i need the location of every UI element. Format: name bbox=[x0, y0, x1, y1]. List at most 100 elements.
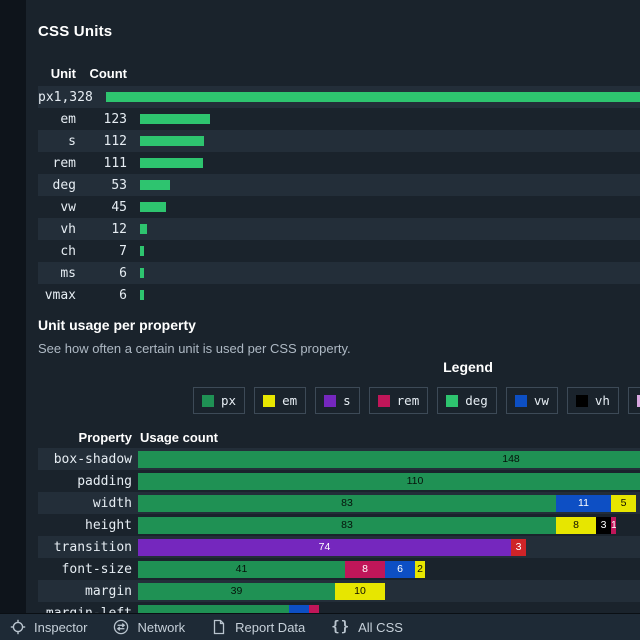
property-column-header: Property bbox=[78, 430, 132, 445]
count-cell: 112 bbox=[103, 133, 127, 149]
section-subtitle: See how often a certain unit is used per… bbox=[38, 341, 351, 356]
toolbar-item-label: Network bbox=[137, 619, 186, 635]
property-table-row: height 83 8 3 1 bbox=[38, 514, 640, 536]
count-cell: 123 bbox=[103, 111, 127, 127]
bar-segment-vw: 6 bbox=[385, 560, 415, 578]
legend-unit-label: vh bbox=[594, 393, 610, 408]
legend-color-swatch-icon bbox=[377, 394, 390, 407]
property-table-row: font-size 41 8 6 2 bbox=[38, 558, 640, 580]
unit-count-bar bbox=[140, 180, 170, 190]
count-cell: 53 bbox=[111, 177, 127, 193]
unit-table-row: em 123 bbox=[38, 108, 640, 130]
legend-color-swatch-icon bbox=[263, 394, 276, 407]
bar-segment-em: 5 bbox=[611, 494, 636, 512]
legend-unit-label: vw bbox=[533, 393, 549, 408]
unit-table-row: rem 111 bbox=[38, 152, 640, 174]
count-cell: 6 bbox=[119, 265, 127, 281]
legend-color-swatch-icon bbox=[636, 394, 640, 407]
unit-count-bar bbox=[140, 268, 144, 278]
legend-color-swatch-icon bbox=[202, 394, 214, 407]
toolbar-item-report-data[interactable]: Report Data bbox=[211, 619, 305, 635]
toolbar-item-label: Report Data bbox=[235, 619, 306, 635]
legend-color-swatch-icon bbox=[575, 394, 588, 407]
unit-count-bar bbox=[105, 92, 640, 102]
legend-unit-label: deg bbox=[465, 393, 488, 408]
bar-segment-rem: 1 bbox=[611, 516, 616, 534]
unit-cell: vmax bbox=[44, 287, 76, 303]
usage-count-column-header: Usage count bbox=[140, 430, 219, 445]
legend-unit-label: em bbox=[282, 393, 298, 408]
unit-column-header: Unit bbox=[50, 66, 76, 81]
count-cell: 1,328 bbox=[53, 89, 93, 105]
legend-title: Legend bbox=[443, 359, 493, 375]
css-braces-icon: {} bbox=[331, 619, 351, 635]
property-name-cell: height bbox=[85, 517, 132, 533]
unit-count-bar bbox=[140, 114, 210, 124]
legend-item[interactable]: rem bbox=[368, 387, 429, 414]
stacked-usage-bar: 41 8 6 2 bbox=[138, 560, 425, 578]
unit-table-row: vw 45 bbox=[38, 196, 640, 218]
left-gutter bbox=[0, 0, 26, 613]
bar-segment-em: 10 bbox=[335, 582, 385, 600]
count-cell: 45 bbox=[111, 199, 127, 215]
bar-segment-ms: 3 bbox=[511, 538, 526, 556]
property-table-row: width 83 11 5 bbox=[38, 492, 640, 514]
unit-cell: vh bbox=[60, 221, 76, 237]
stacked-usage-bar: 148 bbox=[138, 450, 640, 468]
unit-table-row: ms 6 bbox=[38, 262, 640, 284]
unit-count-bar bbox=[140, 158, 203, 168]
count-column-header: Count bbox=[89, 66, 127, 81]
unit-table-row: s 112 bbox=[38, 130, 640, 152]
legend-item[interactable]: s bbox=[315, 387, 360, 414]
unit-table-row: ch 7 bbox=[38, 240, 640, 262]
bar-segment-em: 2 bbox=[415, 560, 425, 578]
bottom-toolbar: Inspector Network Report Data {} All CSS bbox=[0, 613, 640, 640]
unit-table-header: Unit Count bbox=[38, 66, 127, 81]
property-name-cell: font-size bbox=[61, 561, 132, 577]
bar-segment-px: 148 bbox=[138, 450, 640, 468]
count-cell: 12 bbox=[111, 221, 127, 237]
bar-segment-em: 8 bbox=[556, 516, 596, 534]
stacked-usage-bar: 83 11 5 bbox=[138, 494, 636, 512]
unit-table-row: vh 12 bbox=[38, 218, 640, 240]
network-transfer-icon bbox=[113, 619, 129, 635]
toolbar-item-all-css[interactable]: {} All CSS bbox=[331, 619, 403, 635]
unit-count-bar bbox=[140, 224, 147, 234]
toolbar-item-label: All CSS bbox=[358, 619, 403, 635]
property-table-row: transition 74 3 bbox=[38, 536, 640, 558]
legend-item[interactable]: vh bbox=[566, 387, 619, 414]
unit-cell: s bbox=[68, 133, 76, 149]
property-table: box-shadow 148 padding 110 width 83 11 5 h… bbox=[38, 448, 640, 624]
legend-item[interactable]: vw bbox=[505, 387, 558, 414]
property-table-row: margin 39 10 bbox=[38, 580, 640, 602]
legend-unit-label: rem bbox=[396, 393, 420, 408]
page-title: CSS Units bbox=[38, 23, 113, 40]
unit-table: px 1,328 em 123 s 112 rem 111 deg 53 vw … bbox=[38, 86, 640, 306]
legend: px em s rem deg vw vh ch ms bbox=[193, 387, 640, 414]
legend-item[interactable]: em bbox=[254, 387, 307, 414]
toolbar-item-inspector[interactable]: Inspector bbox=[10, 619, 87, 635]
legend-item[interactable]: deg bbox=[437, 387, 497, 414]
unit-cell: vw bbox=[60, 199, 76, 215]
unit-count-bar bbox=[140, 246, 144, 256]
bar-segment-px: 110 bbox=[138, 472, 640, 490]
legend-item[interactable]: px bbox=[193, 387, 246, 414]
bar-segment-vw: 11 bbox=[556, 494, 611, 512]
legend-item[interactable]: ch bbox=[627, 387, 640, 414]
unit-cell: ms bbox=[60, 265, 76, 281]
property-name-cell: margin bbox=[85, 583, 132, 599]
legend-color-swatch-icon bbox=[514, 394, 527, 407]
unit-count-bar bbox=[140, 290, 144, 300]
unit-cell: deg bbox=[52, 177, 76, 193]
legend-unit-label: px bbox=[221, 393, 237, 408]
count-cell: 6 bbox=[119, 287, 127, 303]
property-name-cell: padding bbox=[77, 473, 132, 489]
unit-cell: em bbox=[60, 111, 76, 127]
toolbar-item-network[interactable]: Network bbox=[113, 619, 185, 635]
property-name-cell: transition bbox=[53, 539, 132, 555]
count-cell: 111 bbox=[103, 155, 127, 171]
bar-segment-px: 39 bbox=[138, 582, 335, 600]
count-cell: 7 bbox=[119, 243, 127, 259]
legend-color-swatch-icon bbox=[446, 394, 459, 407]
property-table-row: box-shadow 148 bbox=[38, 448, 640, 470]
